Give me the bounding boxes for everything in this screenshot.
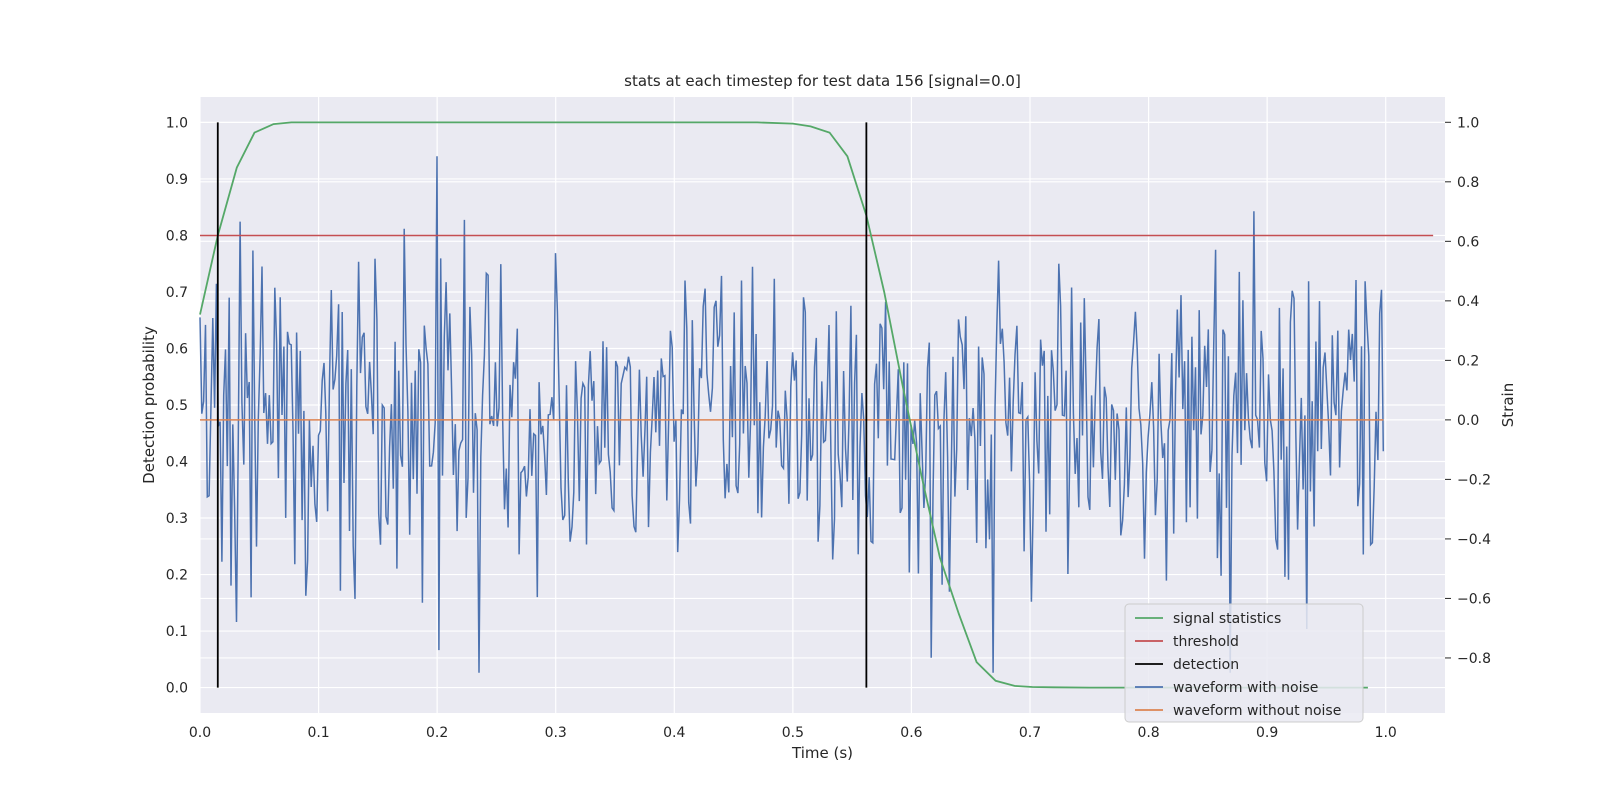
x-tick-label: 0.5	[782, 725, 804, 741]
y2-tick-label: −0.2	[1457, 472, 1491, 488]
series-waveform-with-noise	[199, 156, 1385, 673]
y2-tick-label: 0.2	[1457, 353, 1479, 369]
y-tick-label: 0.6	[166, 341, 188, 357]
y-tick-label: 1.0	[166, 115, 188, 131]
chart-title: stats at each timestep for test data 156…	[624, 72, 1021, 90]
y-tick-label: 0.5	[166, 398, 188, 414]
y-tick-label: 0.8	[166, 228, 188, 244]
x-axis-ticks: 0.0 0.1 0.2 0.3 0.4 0.5 0.6 0.7 0.8 0.9 1.0	[189, 725, 1397, 741]
y2-tick-label: −0.6	[1457, 591, 1491, 607]
x-tick-label: 1.0	[1375, 725, 1397, 741]
y2-axis-label: Strain	[1499, 383, 1517, 427]
x-tick-label: 0.8	[1137, 725, 1159, 741]
legend-entry: detection	[1173, 657, 1239, 673]
x-tick-label: 0.0	[189, 725, 211, 741]
y-tick-label: 0.9	[166, 172, 188, 188]
y-axis-left-ticks: 0.0 0.1 0.2 0.3 0.4 0.5 0.6 0.7 0.8 0.9 1.0	[166, 115, 188, 696]
plot-series	[199, 121, 1434, 689]
y2-tick-label: 0.0	[1457, 413, 1479, 429]
x-tick-label: 0.1	[307, 725, 329, 741]
x-axis-label: Time (s)	[791, 744, 853, 762]
legend-entry: waveform with noise	[1173, 680, 1318, 696]
legend-entry: signal statistics	[1173, 611, 1281, 627]
legend-box	[1124, 603, 1364, 723]
y-tick-label: 0.1	[166, 624, 188, 640]
y-tick-label: 0.7	[166, 285, 188, 301]
y-tick-label: 0.0	[166, 681, 188, 697]
y2-tick-label: −0.4	[1457, 532, 1491, 548]
y2-tick-label: 1.0	[1457, 115, 1479, 131]
y2-tick-label: 0.6	[1457, 234, 1479, 250]
x-tick-label: 0.4	[663, 725, 685, 741]
y-axis-right-ticks: −0.8 −0.6 −0.4 −0.2 0.0 0.2 0.4 0.6 0.8 1.0	[1445, 115, 1491, 667]
y-tick-label: 0.4	[166, 455, 188, 471]
legend-entry: waveform without noise	[1173, 703, 1341, 719]
x-tick-label: 0.9	[1256, 725, 1278, 741]
y2-tick-label: 0.8	[1457, 175, 1479, 191]
y2-tick-label: 0.4	[1457, 294, 1479, 310]
legend-entry: threshold	[1173, 634, 1239, 650]
x-tick-label: 0.6	[900, 725, 922, 741]
y-axis-label: Detection probability	[140, 326, 158, 484]
x-tick-label: 0.3	[545, 725, 567, 741]
x-tick-label: 0.7	[1019, 725, 1041, 741]
y-tick-label: 0.2	[166, 568, 188, 584]
y2-tick-label: −0.8	[1457, 651, 1491, 667]
y-tick-label: 0.3	[166, 511, 188, 527]
series-signal-statistics	[199, 121, 1368, 689]
legend: signal statistics threshold detection wavef…	[1124, 603, 1364, 723]
x-tick-label: 0.2	[426, 725, 448, 741]
